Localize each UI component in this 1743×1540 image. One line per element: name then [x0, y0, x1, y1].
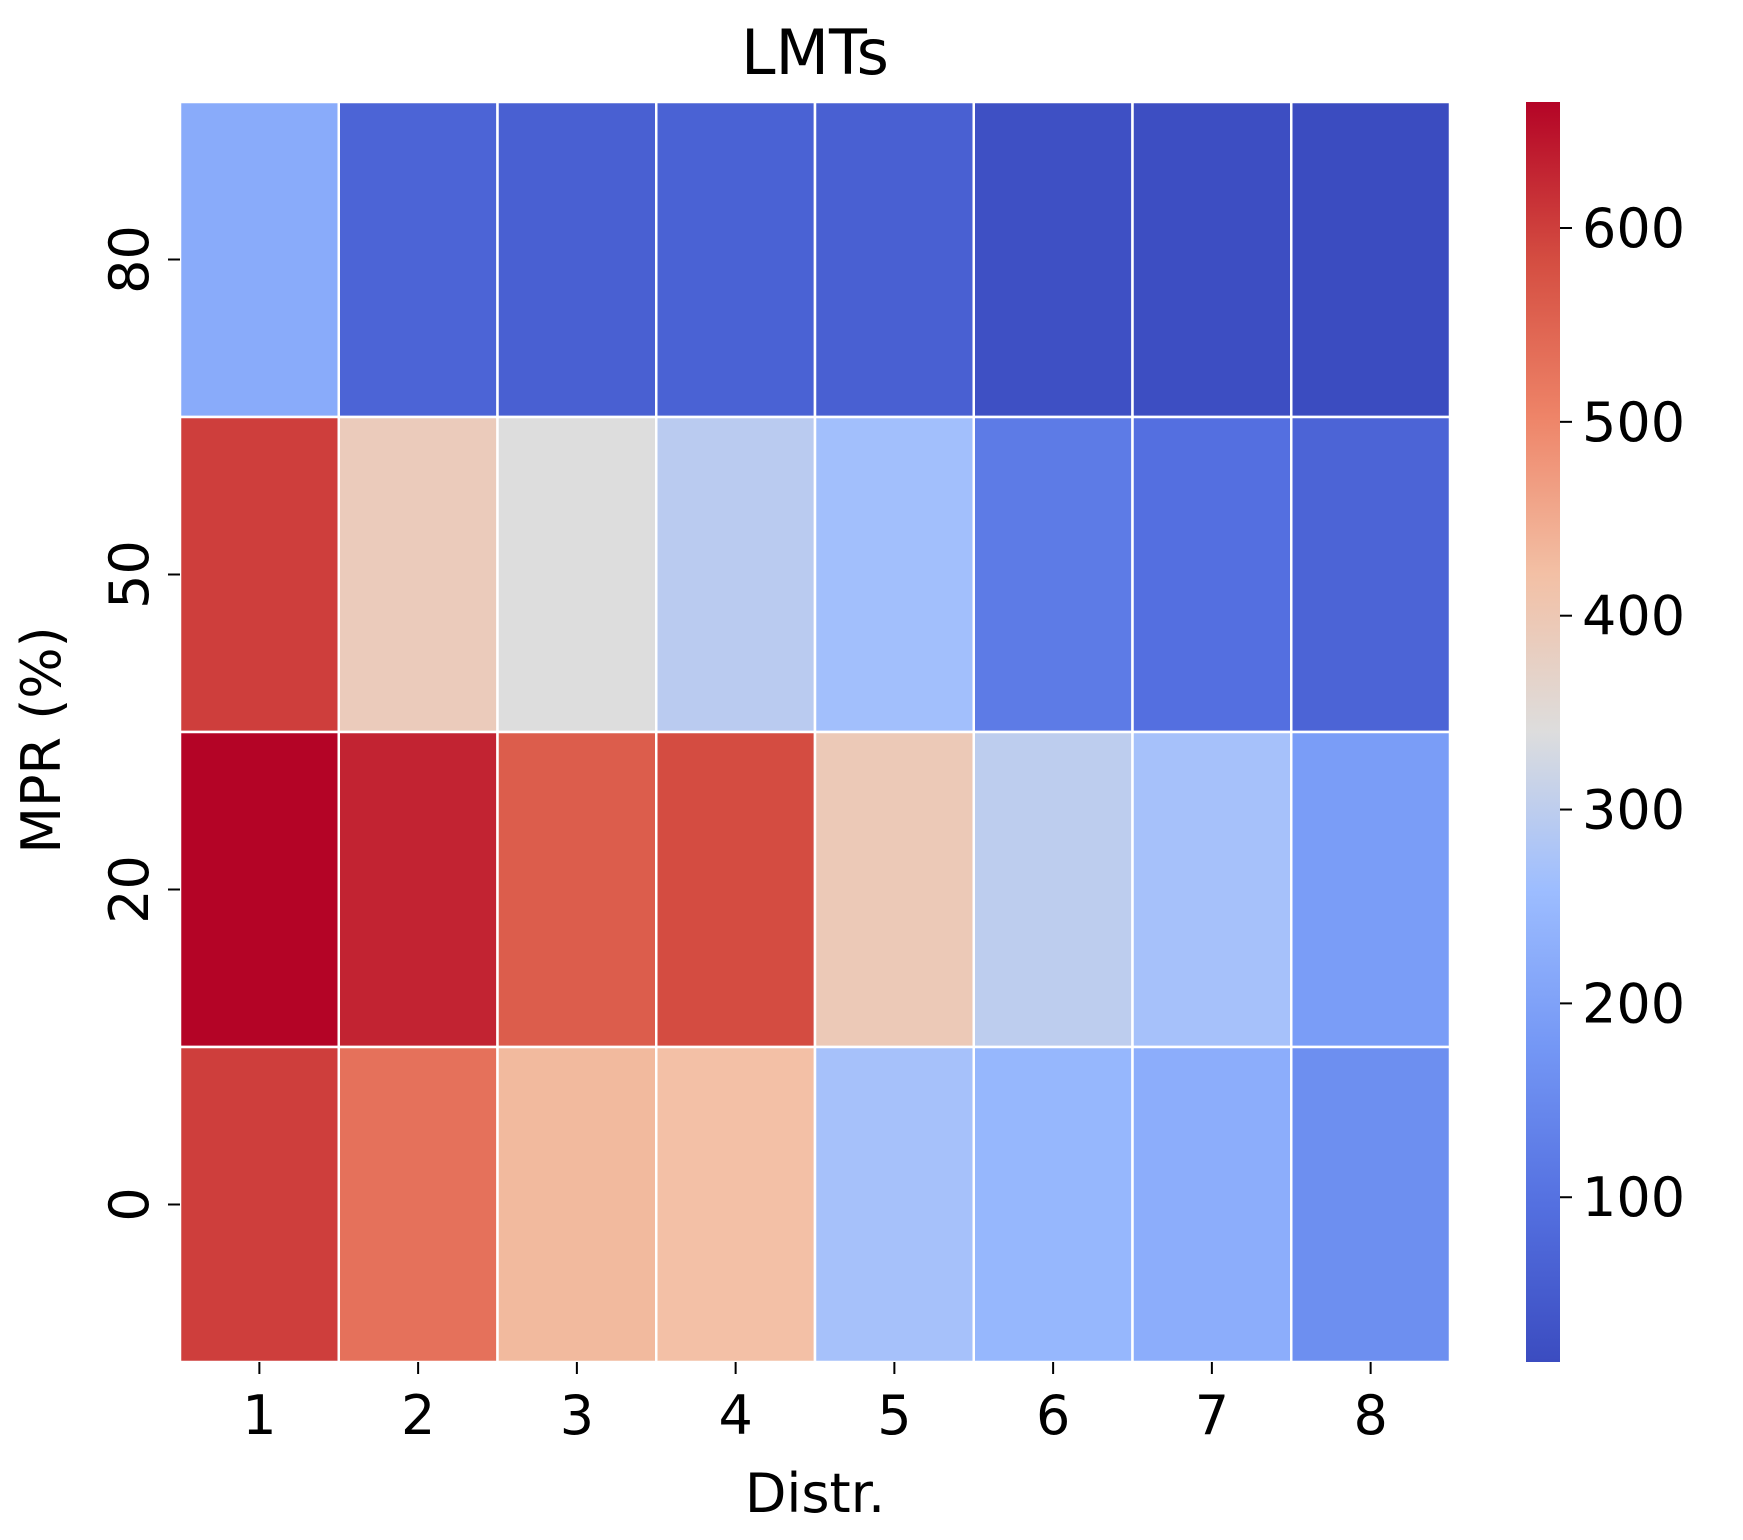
heatmap-cell-r0-c7 — [1290, 100, 1452, 419]
heatmap-cell-r2-c3 — [655, 730, 817, 1049]
heatmap-cell-r1-c2 — [496, 415, 658, 734]
heatmap-cell-r0-c5 — [972, 100, 1134, 419]
x-tick-label: 4 — [718, 1384, 752, 1447]
y-axis: 80 50 20 0 — [98, 225, 180, 1222]
heatmap-cell-r0-c0 — [178, 100, 340, 419]
heatmap-cell-r2-c4 — [813, 730, 975, 1049]
heatmap-cell-r0-c1 — [337, 100, 499, 419]
colorbar-tick-label: 400 — [1582, 585, 1685, 648]
heatmap-cell-r1-c0 — [178, 415, 340, 734]
heatmap-cell-r3-c7 — [1290, 1045, 1452, 1364]
x-tick-label: 8 — [1353, 1384, 1387, 1447]
colorbar-tick-label: 600 — [1582, 197, 1685, 260]
heatmap-cells — [178, 100, 1452, 1364]
colorbar-gradient — [1526, 102, 1560, 1362]
y-tick-label: 50 — [98, 540, 161, 609]
x-tick-label: 2 — [401, 1384, 435, 1447]
x-axis-label: Distr. — [745, 1462, 885, 1525]
heatmap-cell-r1-c6 — [1131, 415, 1293, 734]
heatmap-cell-r0-c4 — [813, 100, 975, 419]
colorbar-tick-label: 500 — [1582, 391, 1685, 454]
heatmap-cell-r3-c6 — [1131, 1045, 1293, 1364]
y-tick-label: 80 — [98, 225, 161, 294]
heatmap-cell-r2-c7 — [1290, 730, 1452, 1049]
heatmap-cell-r2-c2 — [496, 730, 658, 1049]
heatmap-cell-r3-c1 — [337, 1045, 499, 1364]
colorbar: 100 200 300 400 500 600 — [1526, 102, 1685, 1362]
x-axis: 1 2 3 4 5 6 7 8 — [242, 1362, 1388, 1447]
heatmap-cell-r2-c0 — [178, 730, 340, 1049]
x-tick-label: 5 — [877, 1384, 911, 1447]
colorbar-tick-label: 300 — [1582, 779, 1685, 842]
y-tick-label: 20 — [98, 855, 161, 924]
heatmap-cell-r1-c1 — [337, 415, 499, 734]
heatmap-cell-r3-c3 — [655, 1045, 817, 1364]
heatmap-cell-r1-c7 — [1290, 415, 1452, 734]
heatmap-cell-r3-c2 — [496, 1045, 658, 1364]
heatmap-cell-r3-c0 — [178, 1045, 340, 1364]
heatmap-cell-r0-c6 — [1131, 100, 1293, 419]
heatmap-cell-r3-c4 — [813, 1045, 975, 1364]
chart-title: LMTs — [741, 16, 889, 89]
heatmap-cell-r2-c1 — [337, 730, 499, 1049]
heatmap-cell-r1-c5 — [972, 415, 1134, 734]
y-tick-label: 0 — [98, 1187, 161, 1221]
x-tick-label: 7 — [1195, 1384, 1229, 1447]
heatmap-cell-r1-c4 — [813, 415, 975, 734]
colorbar-tick-label: 100 — [1582, 1166, 1685, 1229]
heatmap-cell-r0-c3 — [655, 100, 817, 419]
heatmap-cell-r1-c3 — [655, 415, 817, 734]
heatmap-cell-r3-c5 — [972, 1045, 1134, 1364]
x-tick-label: 3 — [560, 1384, 594, 1447]
x-tick-label: 1 — [242, 1384, 276, 1447]
heatmap-cell-r0-c2 — [496, 100, 658, 419]
x-tick-label: 6 — [1036, 1384, 1070, 1447]
y-axis-label: MPR (%) — [10, 626, 73, 853]
heatmap-cell-r2-c5 — [972, 730, 1134, 1049]
colorbar-tick-label: 200 — [1582, 972, 1685, 1035]
heatmap-cell-r2-c6 — [1131, 730, 1293, 1049]
